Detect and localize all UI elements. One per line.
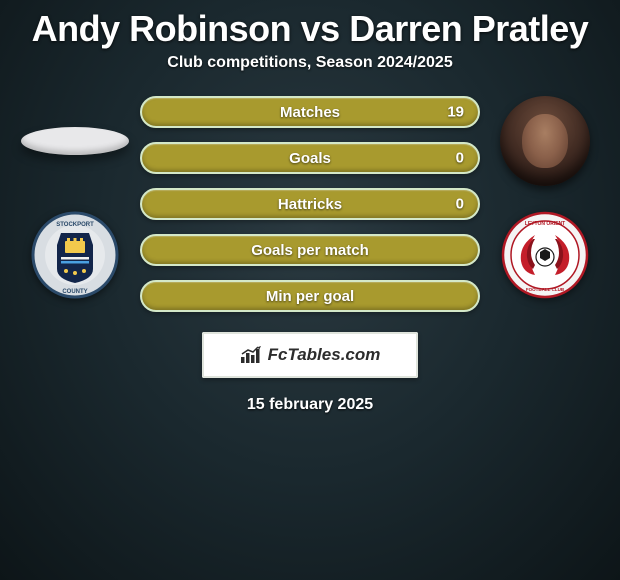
- stat-bar-goals-per-match: Goals per match: [140, 234, 480, 266]
- svg-text:FOOTBALL CLUB: FOOTBALL CLUB: [526, 287, 565, 292]
- comparison-card: Andy Robinson vs Darren Pratley Club com…: [0, 0, 620, 580]
- footer-date: 15 february 2025: [0, 396, 620, 414]
- stat-label: Min per goal: [266, 288, 354, 305]
- stat-value-right: 0: [456, 150, 464, 167]
- stockport-crest-icon: STOCKPORT COUNTY: [31, 211, 119, 299]
- svg-text:LEYTON ORIENT: LEYTON ORIENT: [525, 221, 565, 227]
- left-player-column: STOCKPORT COUNTY: [10, 96, 140, 300]
- svg-text:COUNTY: COUNTY: [62, 289, 87, 295]
- stat-bar-min-per-goal: Min per goal: [140, 280, 480, 312]
- stat-bar-goals: Goals 0: [140, 142, 480, 174]
- stat-bar-matches: Matches 19: [140, 96, 480, 128]
- leyton-orient-crest-icon: LEYTON ORIENT FOOTBALL CLUB: [501, 211, 589, 299]
- stat-value-right: 0: [456, 196, 464, 213]
- fctables-logo: FcTables.com: [202, 332, 418, 378]
- page-title: Andy Robinson vs Darren Pratley: [0, 8, 620, 50]
- stat-value-right: 19: [447, 104, 464, 121]
- bar-chart-icon: [240, 346, 262, 364]
- stat-label: Hattricks: [278, 196, 342, 213]
- left-club-crest: STOCKPORT COUNTY: [25, 210, 125, 300]
- avatar-placeholder-ellipse: [21, 127, 129, 155]
- stats-bars: Matches 19 Goals 0 Hattricks 0 Goals per…: [140, 96, 480, 312]
- stat-label: Goals per match: [251, 242, 369, 259]
- page-subtitle: Club competitions, Season 2024/2025: [0, 54, 620, 72]
- stat-label: Goals: [289, 150, 331, 167]
- right-club-crest: LEYTON ORIENT FOOTBALL CLUB: [495, 210, 595, 300]
- right-player-column: LEYTON ORIENT FOOTBALL CLUB: [480, 96, 610, 300]
- right-avatar-slot: [490, 96, 600, 186]
- left-avatar-slot: [20, 96, 130, 186]
- logo-text: FcTables.com: [268, 345, 381, 365]
- avatar-photo-circle: [500, 96, 590, 186]
- stat-bar-hattricks: Hattricks 0: [140, 188, 480, 220]
- main-row: STOCKPORT COUNTY Matches 19 Goals 0 Hatt…: [0, 96, 620, 312]
- stat-label: Matches: [280, 104, 340, 121]
- svg-text:STOCKPORT: STOCKPORT: [56, 222, 94, 228]
